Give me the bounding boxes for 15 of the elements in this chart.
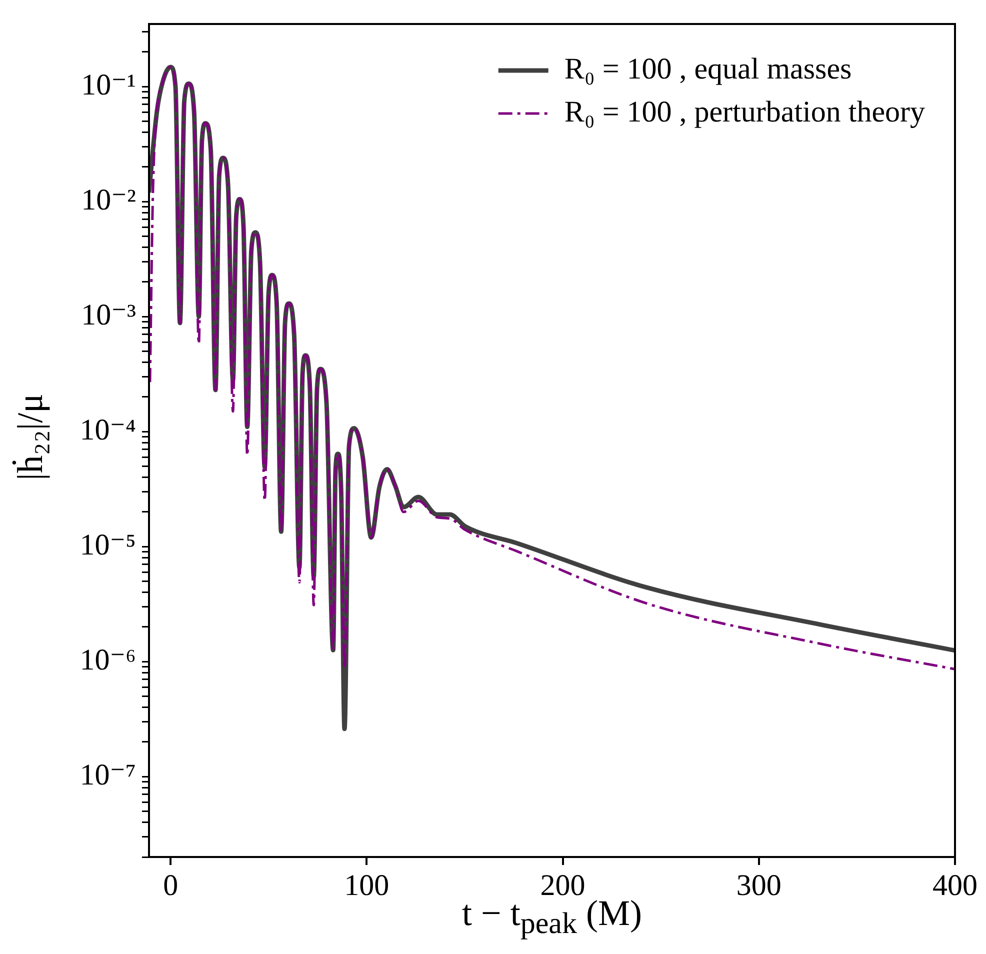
x-tick-label: 400 — [932, 868, 978, 902]
x-tick-label: 200 — [540, 868, 586, 902]
y-tick-label: 10⁻⁷ — [80, 758, 136, 792]
legend-label: R₀ = 100 , equal masses — [564, 52, 852, 86]
x-tick-label: 100 — [344, 868, 390, 902]
y-tick-label: 10⁻² — [81, 183, 136, 216]
y-axis-title: |ḣ₂₂|/μ — [10, 394, 50, 480]
y-tick-label: 10⁻³ — [81, 298, 136, 332]
y-tick-label: 10⁻⁴ — [80, 413, 136, 446]
x-tick-label: 300 — [736, 868, 782, 902]
x-tick-label: 0 — [163, 868, 178, 902]
y-tick-label: 10⁻⁶ — [80, 643, 136, 676]
y-tick-label: 10⁻⁵ — [80, 528, 136, 562]
y-tick-label: 10⁻¹ — [81, 68, 136, 102]
legend-label: R₀ = 100 , perturbation theory — [564, 95, 926, 128]
